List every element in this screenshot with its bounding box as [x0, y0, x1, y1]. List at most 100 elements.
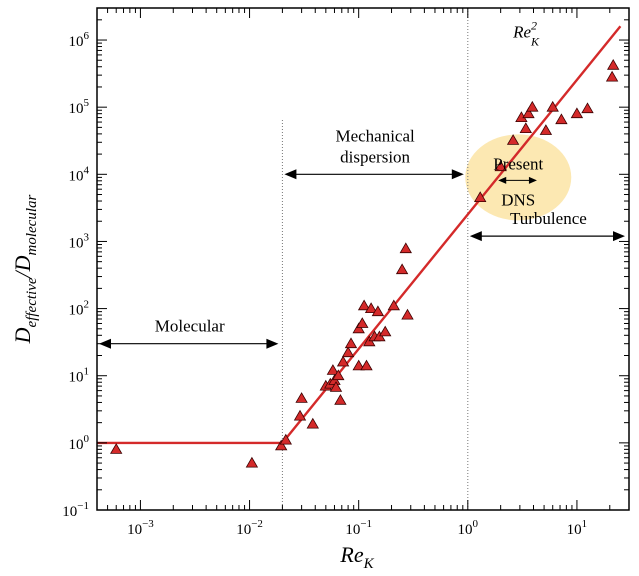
tick-base: 10 — [69, 235, 84, 251]
data-point-triangle — [352, 359, 365, 371]
tick-base: 10 — [69, 168, 84, 184]
data-point-triangle — [334, 394, 347, 405]
data-point-triangle — [519, 122, 532, 134]
data-point-triangle — [341, 346, 355, 358]
data-point-triangle — [546, 100, 559, 112]
data-point-triangle — [607, 59, 620, 70]
region-arrow — [469, 231, 625, 242]
fit-label: Re2 K — [512, 18, 540, 48]
data-point-triangle — [371, 305, 385, 317]
tick-exp: −2 — [251, 518, 263, 530]
y-axis-title: Deffective/Dmolecular — [10, 194, 40, 344]
tick-base: 10 — [127, 522, 142, 538]
fit-label-sup: 2 — [531, 18, 537, 32]
tick-exp: −3 — [142, 518, 154, 530]
arrow-head-left — [469, 231, 482, 242]
tick-exp: 1 — [582, 518, 588, 530]
arrow-head-left — [284, 169, 297, 180]
tick-exp: −1 — [77, 500, 89, 512]
data-point-triangle — [356, 317, 369, 328]
y-tick-label: 102 — [69, 299, 90, 319]
x-tick-label: 100 — [458, 518, 479, 538]
tick-base: 10 — [345, 522, 360, 538]
region-label: dispersion — [340, 147, 410, 166]
tick-exp: 2 — [84, 299, 90, 311]
arrow-head-right — [528, 176, 537, 184]
data-point-triangle — [275, 439, 288, 451]
x-tick-label: 10−1 — [345, 518, 372, 538]
tick-exp: 0 — [473, 518, 479, 530]
data-point-triangle — [474, 191, 487, 203]
data-point-triangle — [506, 134, 520, 145]
data-point-triangle — [326, 364, 340, 375]
data-point-triangle — [605, 70, 619, 82]
data-point-triangle — [401, 308, 414, 320]
data-point-triangle — [522, 107, 535, 119]
data-point-triangle — [581, 102, 594, 114]
y-tick-label: 104 — [69, 164, 90, 184]
arrow-head-left — [99, 338, 111, 349]
tick-base: 10 — [69, 101, 84, 117]
data-point-triangle — [555, 113, 568, 125]
plot-frame — [96, 7, 630, 511]
tick-base: 10 — [567, 522, 582, 538]
data-point-triangle — [387, 299, 400, 311]
present-dns-label: DNS — [501, 190, 535, 209]
tick-base: 10 — [69, 303, 84, 319]
arrow-head-right — [613, 231, 625, 242]
data-point-triangle — [379, 325, 392, 337]
x-tick-label: 10−2 — [236, 518, 263, 538]
y-tick-label: 105 — [69, 97, 90, 117]
x-axis-title: ReK — [339, 542, 374, 572]
data-point-triangle — [364, 302, 378, 314]
tick-base: 10 — [69, 34, 84, 50]
data-point-triangle — [110, 443, 123, 454]
data-point-triangle — [570, 107, 584, 119]
y-tick-label: 101 — [69, 366, 90, 386]
tick-exp: 1 — [84, 366, 90, 378]
data-point-triangle — [494, 160, 507, 172]
y-tick-label: 103 — [69, 231, 90, 251]
tick-exp: 0 — [84, 433, 90, 445]
data-point-triangle — [526, 100, 539, 112]
data-point-triangle — [360, 359, 373, 371]
arrow-head-left — [498, 176, 507, 184]
tick-exp: 5 — [84, 97, 90, 109]
data-point-triangle — [539, 124, 553, 135]
data-point-triangle — [245, 456, 259, 468]
fit-label-sub: K — [530, 34, 540, 48]
data-point-triangle — [352, 322, 365, 334]
tick-base: 10 — [69, 370, 84, 386]
x-axis-title-sub: K — [363, 556, 375, 572]
present-dns-highlight — [465, 134, 572, 221]
fit-label-base: Re — [512, 22, 531, 41]
present-dns-arrow — [498, 176, 537, 184]
tick-exp: −1 — [360, 518, 372, 530]
y-axis-title-base: D — [10, 327, 35, 344]
data-point-triangle — [306, 417, 319, 429]
data-point-triangle — [295, 392, 308, 403]
tick-base: 10 — [458, 522, 473, 538]
region-label: Mechanical — [335, 126, 415, 145]
data-point-triangle — [399, 242, 412, 254]
y-tick-label: 10−1 — [62, 500, 89, 520]
tick-base: 10 — [236, 522, 251, 538]
region-arrow — [284, 169, 464, 180]
tick-base: 10 — [62, 504, 77, 520]
data-point-triangle — [293, 409, 307, 421]
region-label: Turbulence — [510, 209, 587, 228]
data-point-triangle — [336, 355, 350, 367]
data-point-triangle — [344, 337, 358, 349]
present-dns-label: Present — [493, 154, 543, 173]
y-axis-title-sep: / — [10, 269, 35, 279]
data-point-triangle — [279, 433, 292, 445]
data-point-triangle — [357, 299, 371, 311]
x-axis-title-base: Re — [339, 542, 363, 567]
data-point-triangle — [332, 369, 345, 381]
y-axis-title-sub: molecular — [24, 194, 40, 255]
tick-base: 10 — [69, 437, 84, 453]
data-point-triangle — [329, 381, 343, 392]
y-axis-title-sub: effective — [24, 277, 40, 327]
